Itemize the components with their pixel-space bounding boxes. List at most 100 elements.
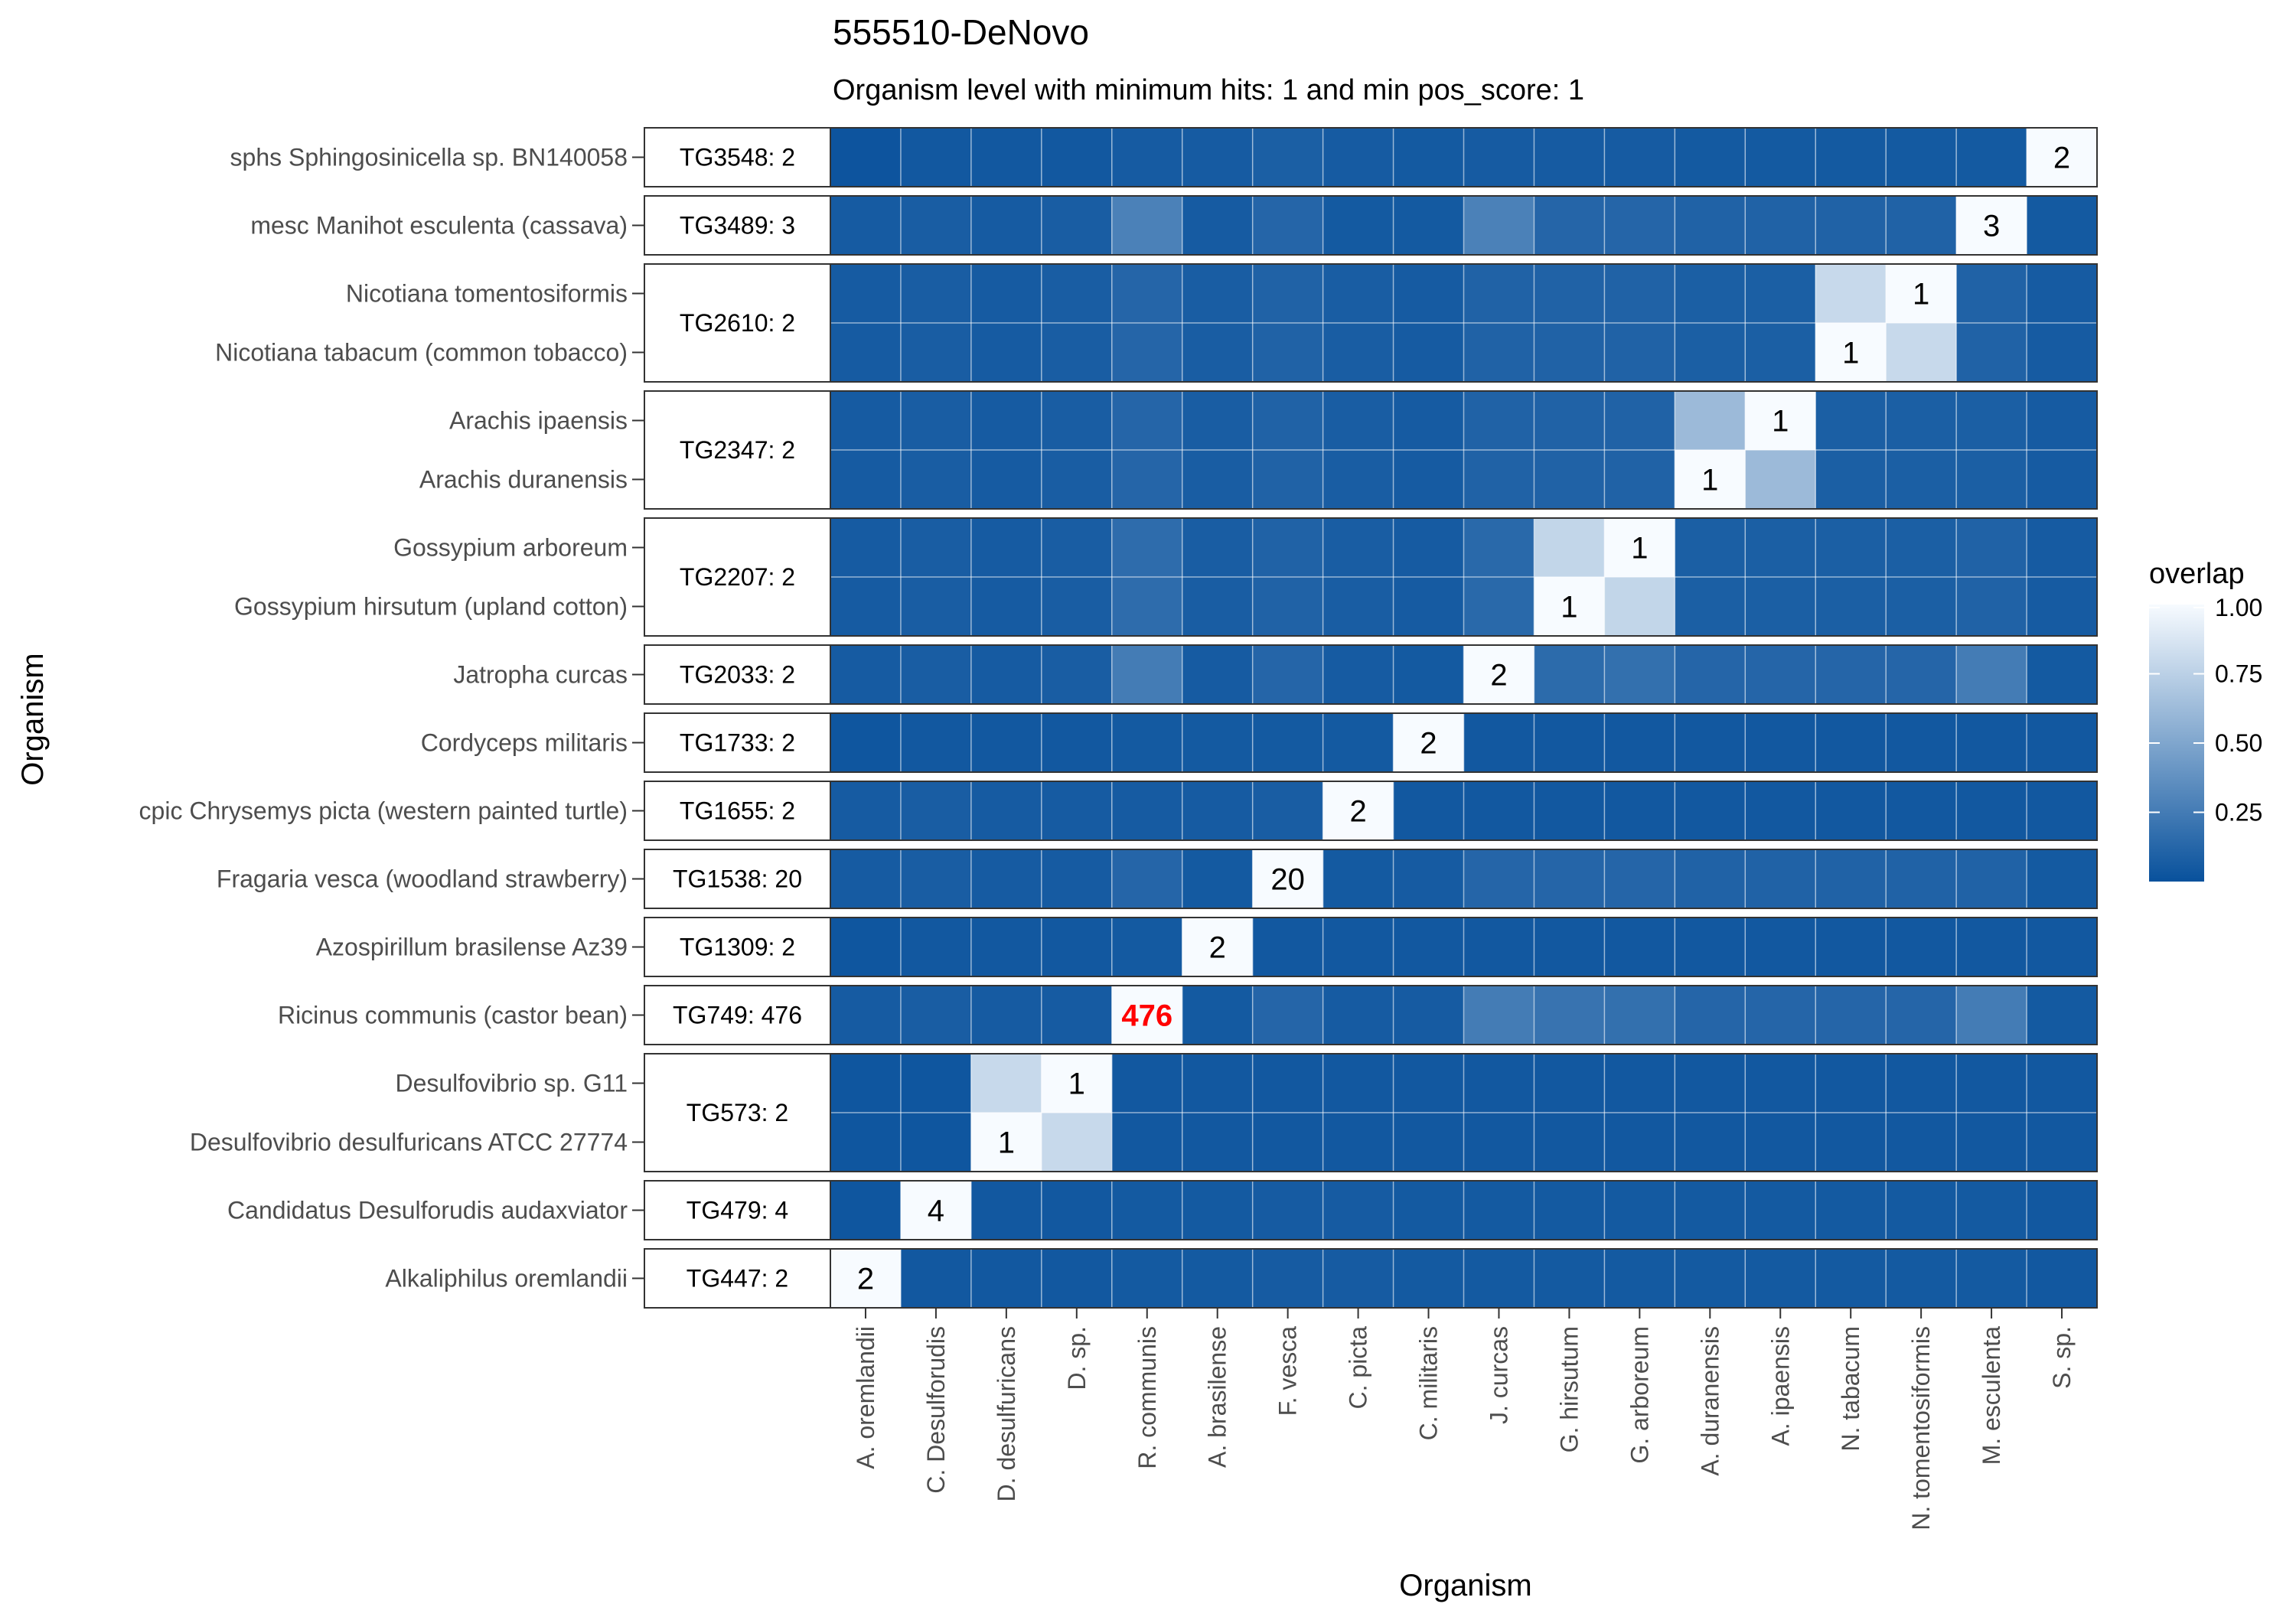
heatmap-cell xyxy=(1815,128,1887,187)
heatmap-cell xyxy=(1111,645,1182,704)
heatmap-cell xyxy=(1534,323,1605,382)
heatmap-cell xyxy=(2027,577,2097,636)
heatmap-cell xyxy=(1956,1181,2027,1240)
cell-value-label: 1 xyxy=(1561,591,1577,624)
heatmap-cell xyxy=(830,391,901,450)
heatmap-cell xyxy=(970,1181,1042,1240)
legend-tick-label: 1.00 xyxy=(2215,594,2262,621)
heatmap-cell xyxy=(1041,918,1112,976)
heatmap-cell xyxy=(1956,1054,2027,1113)
heatmap-cell xyxy=(1463,849,1534,908)
heatmap-cell xyxy=(1322,518,1394,577)
group-label: TG447: 2 xyxy=(687,1265,788,1292)
x-tick-label: J. curcas xyxy=(1485,1326,1512,1424)
heatmap-cell xyxy=(1956,577,2027,636)
heatmap-cell xyxy=(1111,264,1182,323)
cell-value-label: 1 xyxy=(1068,1068,1085,1101)
heatmap-cell xyxy=(970,577,1042,636)
y-tick-label: Arachis duranensis xyxy=(419,466,628,494)
cell-value-label: 1 xyxy=(1701,464,1718,497)
x-tick-label: F. vesca xyxy=(1274,1326,1302,1416)
heatmap-cell xyxy=(1745,1181,1816,1240)
heatmap-cell xyxy=(1815,391,1887,450)
heatmap-cell xyxy=(1463,918,1534,976)
legend-title: overlap xyxy=(2149,558,2245,590)
heatmap-cell xyxy=(2027,196,2097,255)
heatmap-cell xyxy=(1604,323,1675,382)
heatmap-cell xyxy=(1463,645,1534,704)
heatmap-cell xyxy=(1463,391,1534,450)
heatmap-cell xyxy=(1322,986,1394,1045)
legend-tick-label: 0.50 xyxy=(2215,729,2262,757)
heatmap-cell xyxy=(1393,323,1464,382)
cell-value-label: 1 xyxy=(1772,405,1789,438)
heatmap-cell xyxy=(1393,196,1464,255)
heatmap-cell xyxy=(1815,196,1887,255)
heatmap-cell xyxy=(900,918,971,976)
heatmap-cell xyxy=(1886,986,1957,1045)
heatmap-cell xyxy=(1322,1249,1394,1308)
heatmap-cell xyxy=(1604,645,1675,704)
heatmap-cell xyxy=(830,264,901,323)
group-label-box xyxy=(644,712,831,773)
heatmap-cell xyxy=(1463,518,1534,577)
heatmap-cell xyxy=(970,323,1042,382)
heatmap-cell xyxy=(970,986,1042,1045)
heatmap-cell xyxy=(1182,849,1253,908)
group-label-box xyxy=(644,985,831,1045)
heatmap-cell xyxy=(1463,323,1534,382)
heatmap-cell xyxy=(1463,264,1534,323)
heatmap-cell xyxy=(1182,391,1253,450)
heatmap-cell xyxy=(1534,1181,1605,1240)
heatmap-cell xyxy=(1745,1113,1816,1172)
heatmap-cell xyxy=(2027,849,2097,908)
heatmap-cell xyxy=(830,128,901,187)
heatmap-cell xyxy=(1604,986,1675,1045)
heatmap-cell xyxy=(1041,1249,1112,1308)
heatmap-cell xyxy=(1534,713,1605,772)
heatmap-cell xyxy=(830,986,901,1045)
heatmap-cell xyxy=(1393,713,1464,772)
heatmap-cell xyxy=(1252,645,1323,704)
x-tick-label: G. arboreum xyxy=(1626,1326,1653,1464)
heatmap-cell xyxy=(970,781,1042,840)
heatmap-cell xyxy=(1182,323,1253,382)
heatmap-cell xyxy=(830,781,901,840)
heatmap-cell xyxy=(1534,986,1605,1045)
y-tick-label: Desulfovibrio sp. G11 xyxy=(395,1070,628,1097)
legend-tick-label: 0.25 xyxy=(2215,799,2262,826)
heatmap-cell xyxy=(2027,645,2097,704)
heatmap-cell xyxy=(1393,391,1464,450)
heatmap-cell xyxy=(1322,391,1394,450)
heatmap-cell xyxy=(1886,1113,1957,1172)
heatmap-cell xyxy=(1322,918,1394,976)
group-label: TG1655: 2 xyxy=(680,797,795,825)
heatmap-cell xyxy=(1041,713,1112,772)
heatmap-cell xyxy=(1252,849,1323,908)
x-tick-label: M. esculenta xyxy=(1978,1326,2005,1465)
group-label: TG1733: 2 xyxy=(680,729,795,757)
heatmap-cell xyxy=(1956,518,2027,577)
group-label-box xyxy=(644,849,831,909)
heatmap-cell xyxy=(1956,1249,2027,1308)
heatmap-cell xyxy=(1322,577,1394,636)
x-tick-label: A. ipaensis xyxy=(1766,1326,1794,1446)
y-tick-label: Alkaliphilus oremlandii xyxy=(385,1265,628,1292)
heatmap-cell xyxy=(900,1181,971,1240)
y-tick-label: Cordyceps militaris xyxy=(421,729,628,757)
heatmap-cell xyxy=(1886,781,1957,840)
heatmap-cell xyxy=(1886,713,1957,772)
heatmap-cell xyxy=(2027,781,2097,840)
heatmap-cell xyxy=(1745,391,1816,450)
heatmap-cell xyxy=(1322,1181,1394,1240)
panel-border xyxy=(830,517,2098,637)
x-tick-label: G. hirsutum xyxy=(1555,1326,1583,1452)
heatmap-cell xyxy=(2027,391,2097,450)
heatmap-cell xyxy=(1745,1054,1816,1113)
heatmap-cell xyxy=(1111,849,1182,908)
heatmap-cell xyxy=(1745,128,1816,187)
heatmap-cell xyxy=(1604,518,1675,577)
heatmap-cell xyxy=(1111,196,1182,255)
heatmap-cell xyxy=(1252,450,1323,509)
group-label: TG573: 2 xyxy=(687,1099,788,1126)
